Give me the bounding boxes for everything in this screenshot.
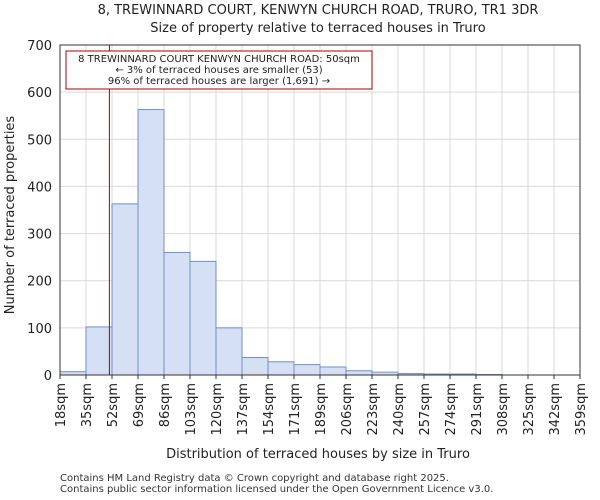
x-tick-label: 325sqm	[522, 383, 537, 436]
x-tick-label: 154sqm	[262, 383, 277, 436]
histogram-bar	[293, 364, 321, 376]
x-axis-ticks: 18sqm 35sqm 52sqm 69sqm 86sqm 103sqm 120sqm 137…	[54, 375, 589, 436]
x-tick-label: 257sqm	[418, 383, 433, 436]
chart-title-line2: Size of property relative to terraced ho…	[150, 21, 485, 36]
annotation-line1: 8 TREWINNARD COURT KENWYN CHURCH ROAD: 5…	[78, 54, 360, 65]
histogram-bar	[85, 326, 113, 376]
x-tick-label: 308sqm	[496, 383, 511, 436]
x-tick-label: 35sqm	[80, 383, 95, 427]
histogram-bar	[163, 251, 191, 376]
histogram-bar	[137, 109, 165, 376]
annotation-line3: 96% of terraced houses are larger (1,691…	[108, 76, 330, 87]
histogram-bar	[319, 366, 347, 376]
histogram-bar	[345, 370, 373, 376]
x-tick-label: 52sqm	[106, 383, 121, 427]
x-tick-label: 240sqm	[392, 383, 407, 436]
x-tick-label: 359sqm	[574, 383, 589, 436]
y-tick-label: 700	[27, 39, 52, 54]
y-tick-label: 100	[27, 322, 52, 337]
plot-frame	[59, 44, 581, 376]
y-axis-label: Number of terraced properties	[3, 116, 18, 315]
x-tick-label: 86sqm	[158, 383, 173, 427]
y-tick-label: 0	[44, 369, 52, 384]
footer-line1: Contains HM Land Registry data © Crown c…	[60, 473, 449, 484]
histogram-bar	[111, 203, 139, 376]
bars	[59, 109, 503, 376]
y-tick-label: 300	[27, 228, 52, 243]
y-tick-label: 400	[27, 180, 52, 195]
histogram-bar	[189, 260, 217, 376]
y-tick-label: 200	[27, 275, 52, 290]
x-tick-label: 223sqm	[366, 383, 381, 436]
chart-title-line1: 8, TREWINNARD COURT, KENWYN CHURCH ROAD,…	[98, 3, 539, 18]
y-tick-label: 500	[27, 133, 52, 148]
x-tick-label: 291sqm	[470, 383, 485, 436]
x-tick-label: 103sqm	[184, 383, 199, 436]
x-tick-label: 206sqm	[340, 383, 355, 436]
x-tick-label: 189sqm	[314, 383, 329, 436]
histogram-bar	[241, 357, 269, 376]
x-tick-label: 171sqm	[288, 383, 303, 436]
annotation-frame	[65, 50, 373, 90]
histogram-bar	[267, 361, 295, 376]
x-tick-label: 120sqm	[210, 383, 225, 436]
annotation-line2: ← 3% of terraced houses are smaller (53)	[115, 65, 322, 76]
annotation-box: 8 TREWINNARD COURT KENWYN CHURCH ROAD: 5…	[65, 50, 373, 90]
x-tick-label: 18sqm	[54, 383, 69, 427]
x-tick-label: 69sqm	[132, 383, 147, 427]
histogram-bar	[215, 327, 243, 376]
footer-line2: Contains public sector information licen…	[60, 484, 494, 495]
x-axis-label: Distribution of terraced houses by size …	[166, 447, 470, 462]
x-tick-label: 137sqm	[236, 383, 251, 436]
x-tick-label: 274sqm	[444, 383, 459, 436]
y-axis-ticks: 0 100 200 300 400 500 600 700	[27, 39, 52, 384]
y-tick-label: 600	[27, 86, 52, 101]
x-tick-label: 342sqm	[548, 383, 563, 436]
